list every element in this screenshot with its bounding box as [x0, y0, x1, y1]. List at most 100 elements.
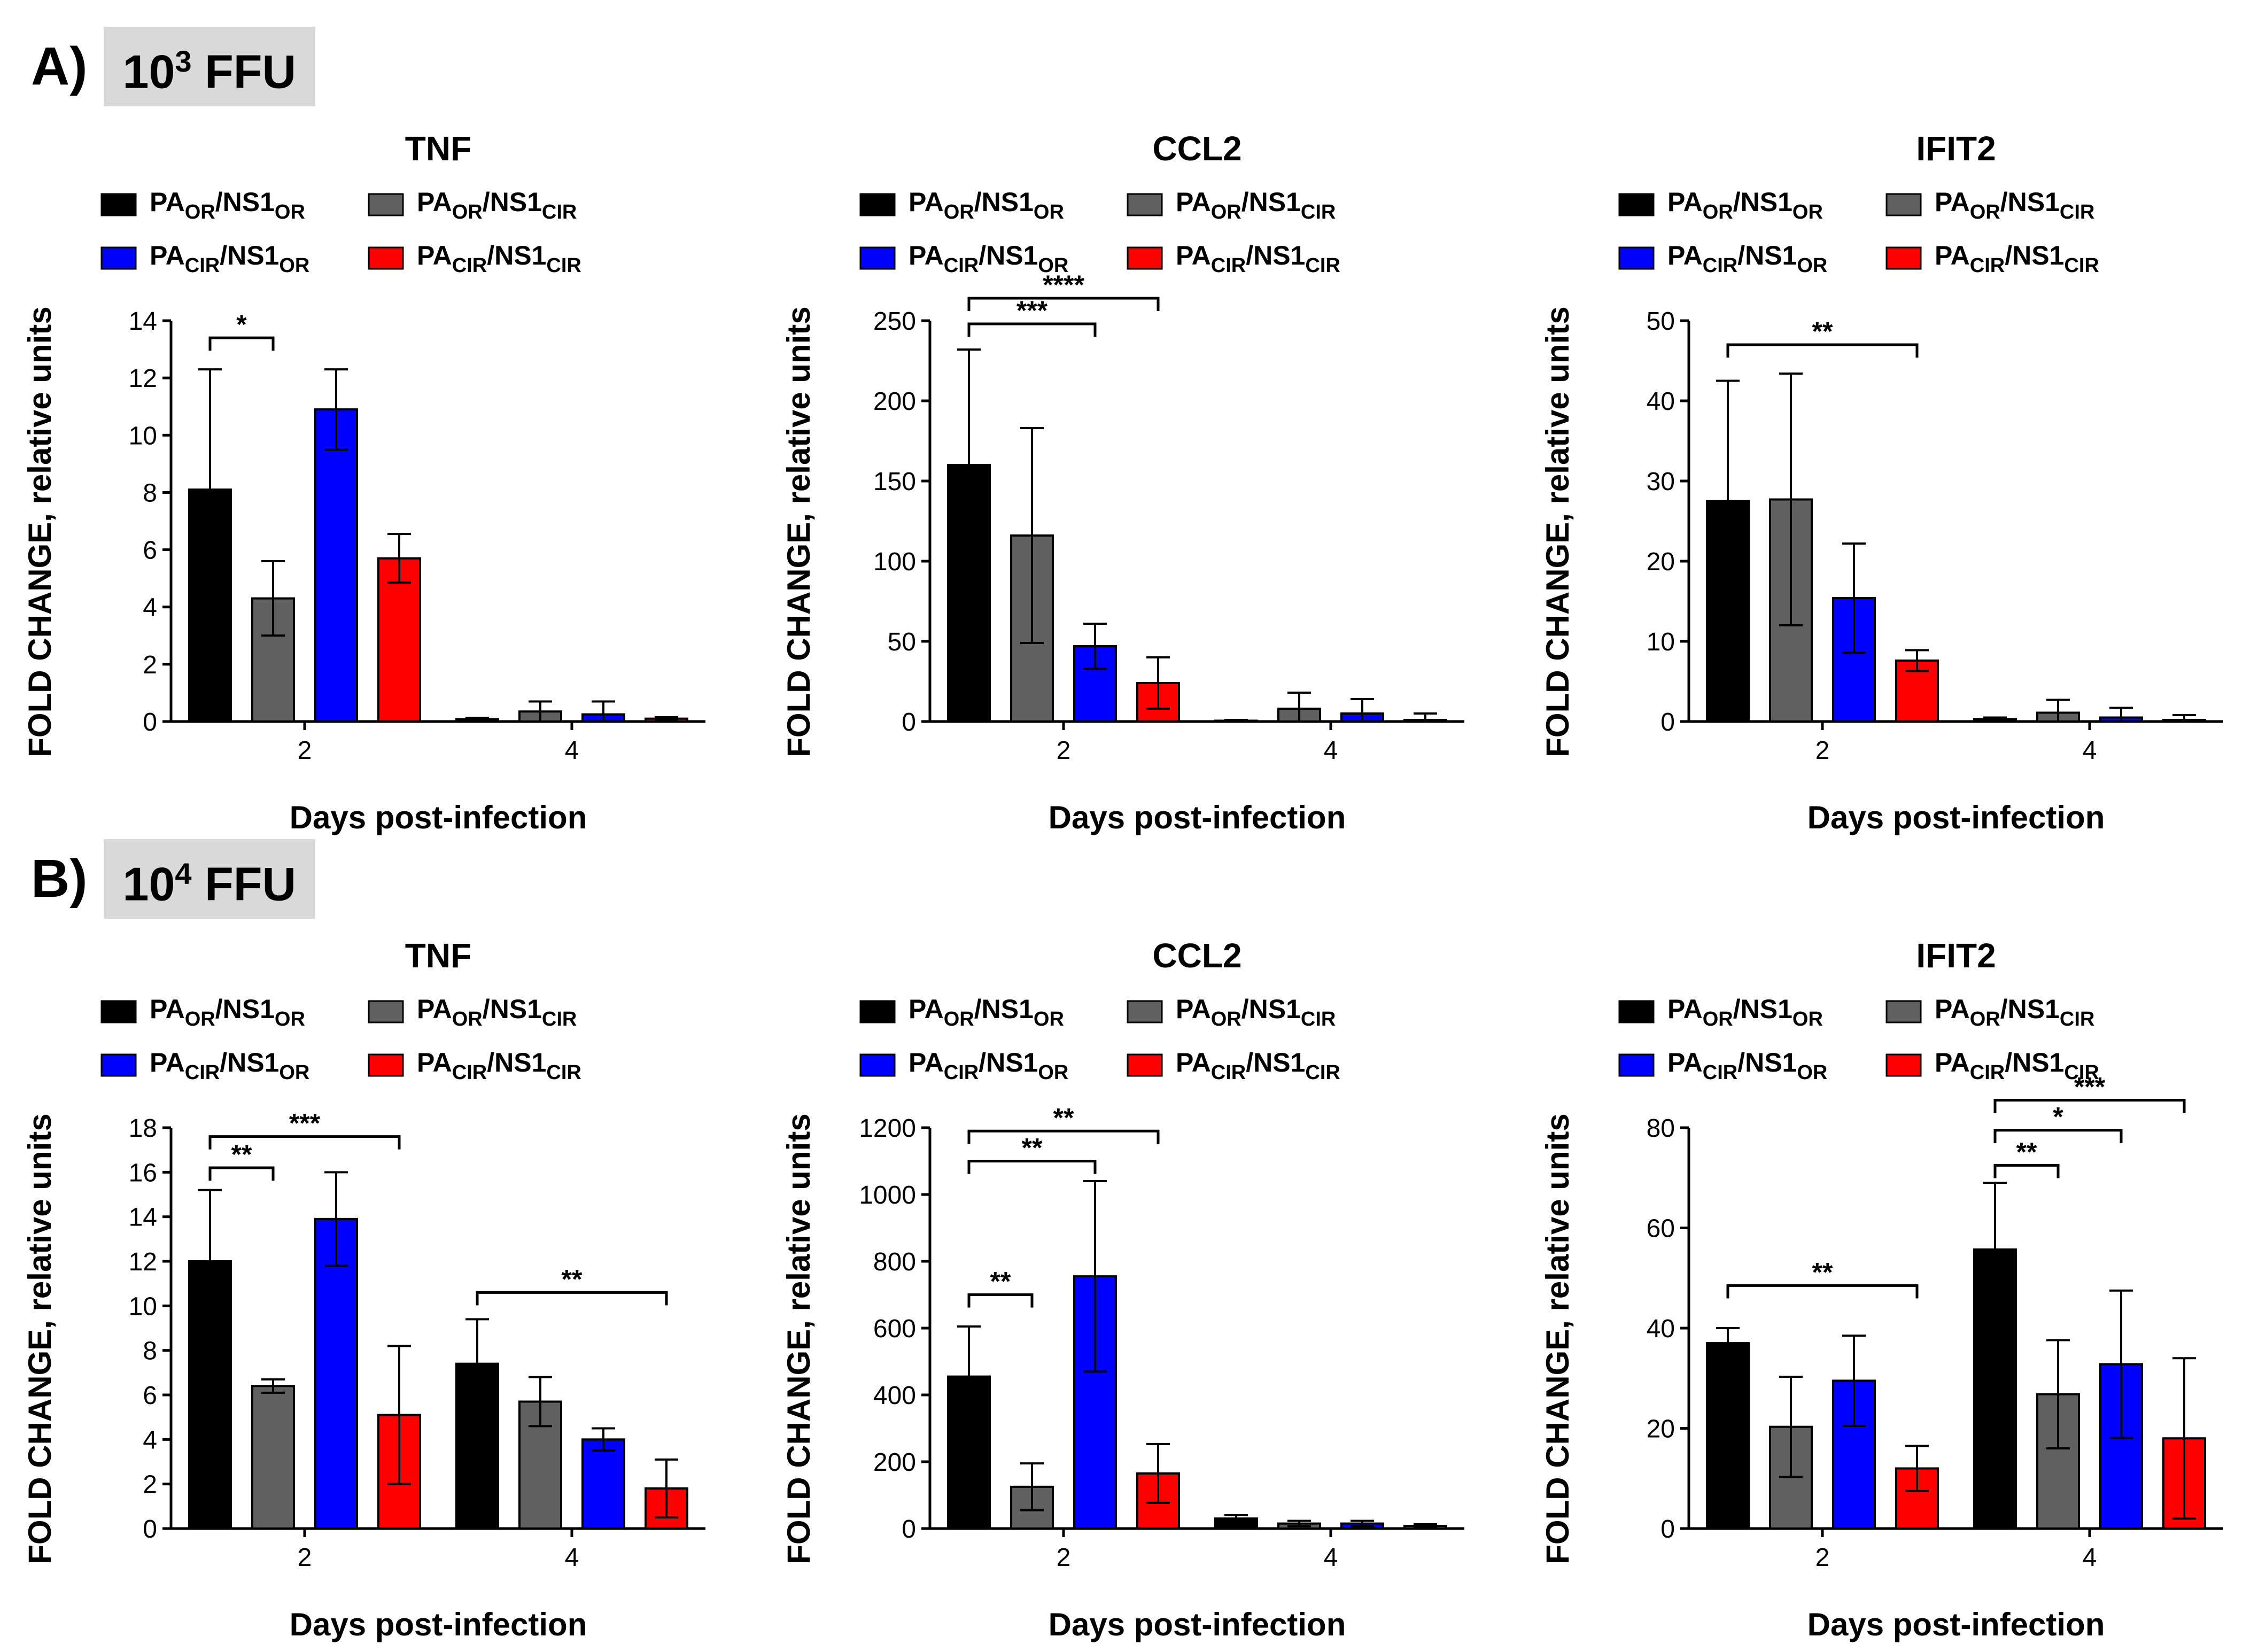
- legend-text-part: PA: [150, 1048, 185, 1077]
- legend-text-part: PA: [1935, 187, 1970, 217]
- legend-swatch: [1127, 246, 1163, 270]
- legend-subscript: OR: [1792, 201, 1823, 223]
- legend-label: PACIR/NS1OR: [909, 1048, 1068, 1084]
- bar: [251, 1385, 295, 1530]
- significance-label: **: [990, 1267, 1011, 1297]
- x-tick-label: 4: [2083, 736, 2097, 765]
- legend-text-part: PA: [150, 187, 185, 217]
- legend-subscript: CIR: [542, 1008, 577, 1030]
- legend-text-part: /NS1: [974, 994, 1034, 1024]
- legend-text-part: PA: [417, 187, 452, 217]
- significance-label: ***: [2074, 1072, 2106, 1102]
- significance-bracket: [967, 297, 1160, 311]
- legend-text-part: PA: [150, 994, 185, 1024]
- x-tick-label: 4: [565, 736, 579, 765]
- legend-text-part: /NS1: [1733, 994, 1792, 1024]
- legend-subscript: CIR: [2064, 254, 2099, 277]
- legend-subscript: OR: [1211, 201, 1241, 223]
- y-tick-label: 6: [143, 537, 157, 565]
- y-tick-label: 6: [143, 1382, 157, 1410]
- y-tick-label: 20: [1647, 1415, 1675, 1444]
- x-tick-label: 2: [1057, 736, 1071, 765]
- legend-swatch: [1885, 1053, 1922, 1077]
- panel-a-header: A) 103 FFU: [31, 27, 316, 107]
- y-tick-label: 250: [873, 307, 916, 336]
- legend-label: PACIR/NS1CIR: [1176, 241, 1340, 277]
- legend-swatch: [859, 1053, 896, 1077]
- legend-subscript: CIR: [1703, 1061, 1737, 1084]
- y-tick-label: 30: [1647, 468, 1675, 496]
- y-tick-label: 1000: [859, 1181, 916, 1209]
- x-tick-label: 2: [1815, 1544, 1830, 1572]
- x-axis-title: Days post-infection: [1807, 800, 2105, 835]
- legend-text-part: PA: [1176, 1048, 1211, 1077]
- y-tick-label: 18: [129, 1114, 157, 1143]
- legend-label: PACIR/NS1OR: [1667, 1048, 1827, 1084]
- legend-subscript: OR: [452, 1008, 483, 1030]
- legend-label: PAOR/NS1CIR: [1935, 994, 2094, 1030]
- chart-title: IFIT2: [1916, 129, 1996, 168]
- legend-swatch: [368, 193, 404, 216]
- legend-text-part: PA: [150, 241, 185, 270]
- legend-label: PACIR/NS1OR: [150, 241, 309, 277]
- legend-label: PACIR/NS1CIR: [417, 1048, 581, 1084]
- legend-label: PAOR/NS1CIR: [1935, 187, 2094, 223]
- y-axis-title: FOLD CHANGE, relative units: [781, 306, 817, 757]
- chart-b-ifit2: IFIT2 PAOR/NS1OR PAOR/NS1CIR PACIR/NS1OR PAC…: [1528, 930, 2266, 1642]
- significance-bracket: [1993, 1129, 2123, 1143]
- significance-label: ***: [289, 1108, 321, 1138]
- legend-text-part: PA: [909, 241, 944, 270]
- y-tick-label: 10: [129, 422, 157, 450]
- significance-bracket: [208, 1166, 275, 1181]
- legend-subscript: OR: [279, 1061, 309, 1084]
- legend-subscript: CIR: [1301, 1008, 1336, 1030]
- legend-label: PAOR/NS1CIR: [1176, 187, 1336, 223]
- y-tick-label: 0: [143, 1515, 157, 1544]
- y-tick-label: 400: [873, 1382, 916, 1410]
- y-tick-label: 0: [143, 708, 157, 736]
- legend-label: PACIR/NS1CIR: [1935, 241, 2099, 277]
- legend-text-part: PA: [1176, 241, 1211, 270]
- y-axis-title: FOLD CHANGE, relative units: [22, 306, 58, 757]
- legend-text-part: /NS1: [1737, 241, 1797, 270]
- legend-subscript: CIR: [1211, 1061, 1246, 1084]
- legend-text-part: /NS1: [483, 994, 542, 1024]
- chart-title: CCL2: [1152, 936, 1241, 975]
- y-tick-label: 10: [129, 1292, 157, 1321]
- y-axis-title: FOLD CHANGE, relative units: [22, 1113, 58, 1564]
- significance-label: **: [1812, 316, 1833, 346]
- significance-bracket: [1993, 1098, 2186, 1113]
- significance-bracket: [967, 1160, 1097, 1174]
- legend-swatch: [1618, 1000, 1655, 1023]
- legend-text-part: PA: [1935, 994, 1970, 1024]
- legend-text-part: /NS1: [974, 187, 1034, 217]
- legend-text-part: /NS1: [1733, 187, 1792, 217]
- legend-subscript: OR: [1970, 1008, 2000, 1030]
- y-axis-title: FOLD CHANGE, relative units: [1540, 1113, 1576, 1564]
- legend-text-part: /NS1: [1246, 1048, 1305, 1077]
- significance-bracket: [208, 336, 275, 351]
- x-tick-label: 4: [1324, 1544, 1338, 1572]
- legend-subscript: OR: [944, 1008, 974, 1030]
- significance-bracket: [967, 1293, 1034, 1308]
- significance-label: ***: [1016, 296, 1048, 325]
- x-tick-label: 2: [298, 736, 312, 765]
- y-tick-label: 12: [129, 1248, 157, 1276]
- legend-swatch: [1127, 1000, 1163, 1023]
- legend-text-part: /NS1: [215, 994, 275, 1024]
- legend-text-part: /NS1: [2005, 1048, 2064, 1077]
- legend-swatch: [1885, 1000, 1922, 1023]
- panel-letter: B): [31, 849, 88, 909]
- panel-letter: A): [31, 36, 88, 97]
- y-tick-label: 2: [143, 651, 157, 679]
- legend-swatch: [100, 246, 137, 270]
- legend-text-part: PA: [909, 187, 944, 217]
- legend-subscript: OR: [1970, 201, 2000, 223]
- legend-subscript: CIR: [1301, 201, 1336, 223]
- legend-swatch: [100, 1053, 137, 1077]
